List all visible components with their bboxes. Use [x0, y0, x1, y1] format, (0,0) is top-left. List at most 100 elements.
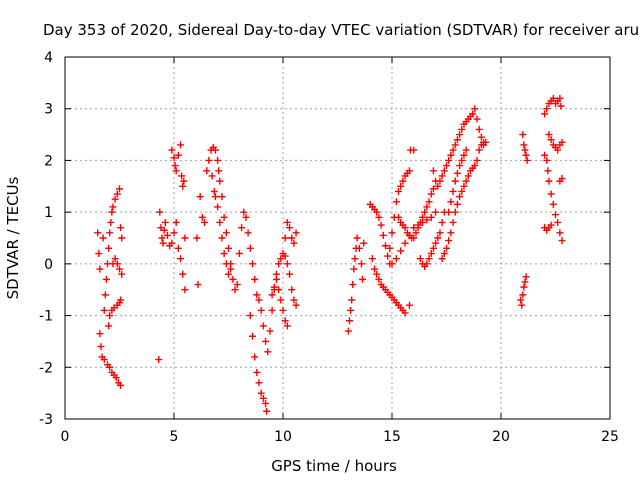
data-point [460, 151, 468, 159]
data-point [419, 213, 427, 221]
data-point [344, 327, 352, 335]
x-tick-label: 15 [383, 429, 401, 445]
data-point [286, 224, 294, 232]
x-tick-label: 0 [61, 429, 70, 445]
data-point [456, 193, 464, 201]
data-point [257, 389, 265, 397]
data-point [458, 125, 466, 133]
data-point [405, 167, 413, 175]
data-point [233, 281, 241, 289]
data-point [106, 312, 114, 320]
data-point [248, 332, 256, 340]
data-point [257, 306, 265, 314]
data-point [283, 218, 291, 226]
data-point [244, 229, 252, 237]
data-point [113, 190, 121, 198]
data-point [520, 283, 528, 291]
data-point [471, 105, 479, 113]
data-point [377, 221, 385, 229]
data-point [203, 167, 211, 175]
data-point [288, 286, 296, 294]
data-point [438, 255, 446, 263]
data-point [445, 237, 453, 245]
data-point [275, 260, 283, 268]
data-point [388, 229, 396, 237]
data-point [473, 115, 481, 123]
data-point [350, 265, 358, 273]
data-point [436, 177, 444, 185]
data-point [522, 151, 530, 159]
data-point [198, 213, 206, 221]
data-point [482, 138, 490, 146]
data-point [116, 185, 123, 193]
data-point [554, 218, 562, 226]
data-point [105, 244, 113, 252]
data-point [355, 244, 363, 252]
data-point [348, 296, 356, 304]
data-point [180, 177, 188, 185]
data-point [272, 275, 280, 283]
data-point [262, 399, 270, 407]
data-point [240, 208, 248, 216]
data-point [179, 182, 187, 190]
data-point [381, 242, 389, 250]
data-point [412, 229, 420, 237]
data-point [368, 255, 376, 263]
data-point [205, 156, 213, 164]
data-point [395, 213, 403, 221]
y-tick-label: 4 [44, 50, 53, 66]
data-point [253, 291, 261, 299]
data-point [552, 211, 559, 219]
data-point [235, 250, 243, 258]
data-point [521, 146, 529, 154]
data-point [469, 110, 477, 118]
data-point [229, 275, 237, 283]
data-point [438, 218, 446, 226]
data-point [170, 154, 178, 162]
data-point [155, 356, 163, 364]
data-point [208, 172, 216, 180]
data-point [218, 193, 226, 201]
data-point [405, 301, 413, 309]
data-point [225, 244, 232, 252]
data-point [253, 368, 261, 376]
data-point [443, 244, 450, 252]
y-tick-label: 0 [44, 257, 53, 273]
data-point [194, 281, 202, 289]
data-point [556, 229, 564, 237]
data-point [447, 151, 455, 159]
data-point [95, 250, 103, 258]
data-point [401, 309, 409, 317]
data-point [105, 322, 113, 330]
data-point [345, 317, 353, 325]
data-point [429, 167, 437, 175]
data-point [543, 105, 551, 113]
x-tick-label: 5 [170, 429, 179, 445]
data-point [108, 208, 116, 216]
data-point [255, 379, 263, 387]
chart-title: Day 353 of 2020, Sidereal Day-to-day VTE… [43, 21, 640, 39]
data-point [520, 141, 528, 149]
data-point [101, 291, 109, 299]
data-point [401, 224, 409, 232]
y-tick-label: 1 [44, 205, 53, 221]
data-point [266, 327, 274, 335]
data-point [220, 213, 228, 221]
data-point [275, 286, 283, 294]
data-point [347, 306, 355, 314]
data-point [174, 244, 182, 252]
data-point [179, 270, 187, 278]
data-point [451, 141, 459, 149]
data-point [451, 208, 459, 216]
data-point [460, 182, 468, 190]
data-point [214, 203, 222, 211]
data-point [523, 156, 531, 164]
data-point [473, 156, 481, 164]
data-point [351, 255, 359, 263]
data-point [432, 208, 440, 216]
data-point [410, 234, 418, 242]
data-point [373, 270, 381, 278]
data-point [549, 200, 557, 208]
data-point [215, 167, 223, 175]
